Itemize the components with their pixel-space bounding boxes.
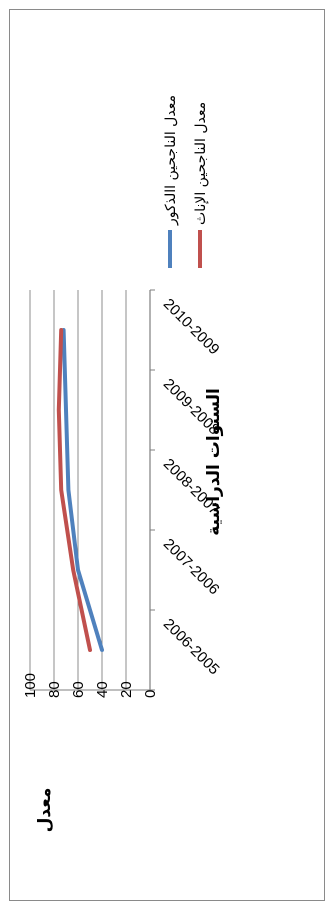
legend-label: معدل الناجحين االذكور [163, 95, 179, 226]
y-tick-label: 0 [142, 690, 159, 698]
legend: معدل الناجحين االذكور معدل الناجحين الإنا… [163, 95, 209, 268]
grid-lines [29, 290, 151, 690]
axes [30, 289, 155, 691]
x-axis-title: السنوات الدراسية [204, 388, 224, 536]
x-tick-label: 2006-2005 [160, 615, 223, 678]
y-tick-label: 100 [22, 673, 39, 698]
y-tick-label: 80 [46, 681, 63, 698]
y-axis-title: معدل [35, 788, 55, 833]
y-tick-label: 40 [94, 681, 111, 698]
series-lines [56, 328, 104, 652]
y-tick-label: 20 [118, 681, 135, 698]
series-line [61, 328, 104, 652]
x-tick-label: 2007-2006 [160, 535, 223, 598]
y-tick-label: 60 [70, 681, 87, 698]
legend-label: معدل الناجحين الإناث [193, 102, 209, 225]
x-tick-label: 2010-2009 [160, 295, 223, 358]
series-line [56, 328, 92, 652]
y-tick-labels: 0 20 40 60 80 100 [22, 673, 159, 698]
